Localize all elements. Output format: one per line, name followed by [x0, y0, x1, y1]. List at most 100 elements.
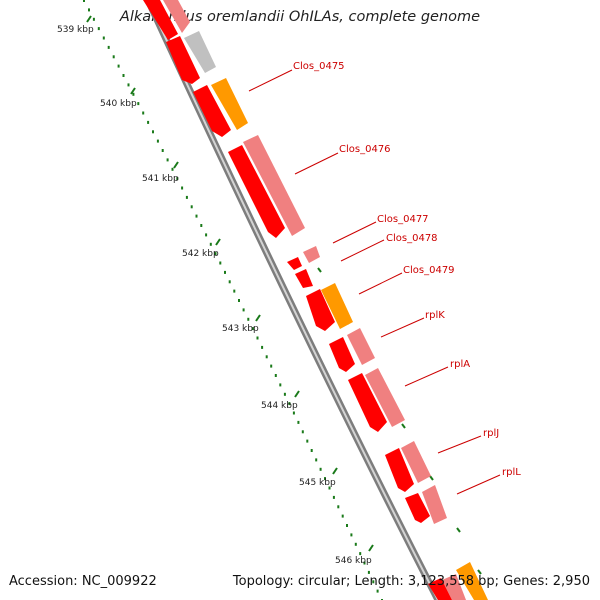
- tick-dot: [233, 289, 236, 293]
- tick-dot: [288, 402, 291, 406]
- tick-dot: [251, 327, 254, 331]
- tick-dot: [166, 158, 169, 162]
- gene-feature-grey[interactable]: [184, 31, 216, 73]
- gene-feature-orange[interactable]: [321, 283, 353, 329]
- tick-dot: [228, 280, 231, 284]
- major-ticks: [86, 15, 374, 552]
- genome-backbone-highlight: [147, 0, 439, 600]
- tick-dot: [185, 195, 188, 199]
- tick-dot: [350, 533, 353, 537]
- gene-feature[interactable]: [385, 448, 414, 492]
- tick-dot: [127, 83, 130, 87]
- gene-feature[interactable]: [143, 0, 178, 40]
- genome-summary-text: Topology: circular; Length: 3,123,558 bp…: [232, 574, 590, 589]
- gene-feature-pink[interactable]: [303, 246, 320, 263]
- gene-feature[interactable]: [428, 578, 452, 600]
- tick-dot: [324, 477, 326, 481]
- gene-feature[interactable]: [329, 337, 355, 372]
- kbp-label-539: 539 kbp: [57, 25, 94, 35]
- tick-dot: [224, 270, 226, 274]
- major-tick: [215, 238, 221, 246]
- tick-dot: [367, 570, 370, 574]
- kbp-label-545: 545 kbp: [299, 478, 336, 488]
- accession-text: Accession: NC_009922: [9, 574, 157, 589]
- tick-dot: [279, 383, 282, 387]
- tick-dot: [265, 355, 268, 359]
- gene-feature[interactable]: [166, 36, 200, 84]
- gene-feature-pink[interactable]: [365, 368, 405, 427]
- genome-backbone: [144, 0, 442, 600]
- gene-feature-pink[interactable]: [442, 574, 466, 600]
- tick-dot: [270, 364, 273, 368]
- gene-label-leaders: [248, 69, 501, 495]
- gene-label-clos-0478[interactable]: Clos_0478: [386, 233, 438, 244]
- tick-dot: [137, 102, 140, 106]
- gene-label-rpll[interactable]: rplL: [502, 467, 521, 478]
- gene-feature-pink[interactable]: [243, 135, 305, 236]
- tick-dot: [341, 514, 344, 518]
- tick-dot: [190, 205, 193, 209]
- tick-dot: [161, 149, 164, 152]
- tick-dot: [256, 336, 259, 340]
- tick-dot: [372, 580, 375, 584]
- tick-dot: [156, 139, 159, 143]
- gene-feature-orange[interactable]: [211, 78, 248, 130]
- tick-dot: [152, 130, 154, 134]
- tick-dot: [363, 561, 366, 565]
- tick-dot: [142, 111, 145, 115]
- gene-feature[interactable]: [228, 145, 285, 238]
- gene-feature[interactable]: [306, 289, 335, 331]
- tick-dot: [247, 317, 250, 321]
- gene-feature-pink[interactable]: [347, 328, 375, 365]
- tick-dot: [346, 524, 348, 527]
- major-tick: [173, 161, 179, 169]
- major-tick: [332, 467, 338, 475]
- gene-feature-pink[interactable]: [401, 441, 431, 483]
- gene-feature[interactable]: [348, 373, 387, 432]
- gene-label-rplj[interactable]: rplJ: [483, 428, 499, 439]
- tick-dot: [195, 214, 198, 218]
- gene-label-clos-0475[interactable]: Clos_0475: [293, 61, 345, 72]
- tick-dot: [171, 167, 174, 171]
- tick-dot: [97, 27, 100, 31]
- tick-dot: [122, 74, 125, 77]
- gene-feature-pink[interactable]: [163, 0, 190, 33]
- tick-dot: [176, 177, 179, 181]
- tick-dot: [219, 261, 222, 265]
- inner-gene-track: [143, 0, 430, 523]
- gene-feature[interactable]: [287, 257, 302, 270]
- tick-dot: [315, 458, 318, 462]
- tick-dot: [354, 542, 357, 546]
- tick-dot: [337, 505, 340, 509]
- kbp-label-540: 540 kbp: [100, 99, 137, 109]
- gene-label-clos-0476[interactable]: Clos_0476: [339, 144, 391, 155]
- kbp-label-542: 542 kbp: [182, 249, 219, 259]
- gene-label-clos-0477[interactable]: Clos_0477: [377, 214, 429, 225]
- gene-feature[interactable]: [193, 85, 231, 137]
- map-title: Alkaliphilus oremlandii OhILAs, complete…: [119, 9, 481, 25]
- tick-dot: [310, 449, 313, 452]
- tick-dot: [274, 374, 277, 377]
- gene-feature[interactable]: [295, 269, 313, 288]
- tick-dot: [319, 467, 322, 471]
- tick-dot: [306, 439, 309, 443]
- tick-dot: [117, 64, 120, 68]
- gene-feature-pink[interactable]: [422, 485, 447, 524]
- major-tick: [86, 15, 92, 23]
- gene-label-clos-0479[interactable]: Clos_0479: [403, 265, 455, 276]
- tick-dot: [107, 45, 110, 49]
- tick-dot: [92, 17, 95, 21]
- gene-label-rplk[interactable]: rplK: [425, 310, 445, 321]
- gene-label-rpla[interactable]: rplA: [450, 359, 470, 370]
- tick-dot: [301, 430, 304, 434]
- tick-dot: [132, 92, 135, 96]
- major-tick: [130, 87, 136, 95]
- tick-dot: [283, 392, 286, 396]
- gene-feature[interactable]: [405, 493, 430, 523]
- tick-dot: [181, 186, 184, 190]
- major-tick: [368, 544, 374, 552]
- gene-feature-orange[interactable]: [456, 562, 488, 600]
- tick-dot: [209, 242, 212, 246]
- tick-dot: [328, 486, 331, 490]
- major-tick: [294, 390, 300, 398]
